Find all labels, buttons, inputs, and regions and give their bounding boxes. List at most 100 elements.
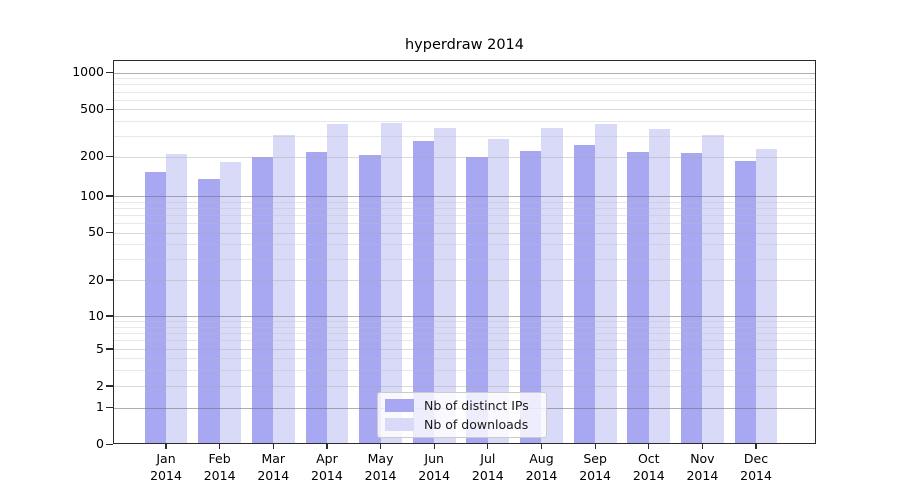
x-tick-mark bbox=[755, 444, 757, 449]
bar-downloads bbox=[595, 124, 617, 445]
gridline-minor bbox=[113, 99, 816, 101]
bar-downloads bbox=[165, 154, 188, 445]
bar-downloads bbox=[326, 124, 349, 445]
bar-distinct-ips bbox=[198, 178, 220, 445]
y-tick-label: 1 bbox=[96, 399, 104, 414]
y-tick-mark bbox=[106, 195, 114, 197]
x-tick-label: May 2014 bbox=[364, 451, 397, 483]
x-tick-mark bbox=[379, 444, 382, 449]
y-tick-mark bbox=[106, 232, 114, 234]
plot-area bbox=[113, 59, 816, 445]
bar-distinct-ips bbox=[627, 152, 649, 445]
x-tick-label: Aug 2014 bbox=[525, 451, 558, 483]
x-tick-mark bbox=[165, 444, 167, 449]
y-tick-label: 500 bbox=[80, 100, 104, 116]
bar-distinct-ips bbox=[573, 145, 596, 445]
gridline-minor bbox=[113, 120, 816, 122]
legend-label: Nb of distinct IPs bbox=[424, 397, 529, 413]
y-tick-mark bbox=[106, 279, 114, 281]
x-tick-mark bbox=[487, 444, 489, 449]
gridline-minor bbox=[113, 207, 816, 209]
y-tick-mark bbox=[106, 156, 114, 158]
gridline-minor bbox=[113, 91, 816, 93]
bar-distinct-ips bbox=[359, 155, 381, 445]
gridline-minor bbox=[113, 369, 816, 371]
y-tick-mark bbox=[106, 315, 114, 317]
x-tick-mark bbox=[219, 444, 221, 449]
y-tick-mark bbox=[106, 72, 114, 74]
bar-downloads bbox=[380, 122, 402, 445]
x-tick-label: Mar 2014 bbox=[257, 451, 290, 483]
y-tick-mark bbox=[106, 406, 114, 409]
gridline-minor bbox=[113, 280, 816, 281]
bar-distinct-ips bbox=[412, 141, 435, 445]
gridline-minor bbox=[113, 340, 816, 342]
gridline-minor bbox=[113, 109, 816, 111]
bar-distinct-ips bbox=[734, 161, 757, 445]
bar-downloads bbox=[487, 138, 510, 445]
gridline-minor bbox=[113, 201, 816, 203]
bar-downloads bbox=[648, 129, 671, 445]
x-tick-label: Feb 2014 bbox=[203, 451, 236, 483]
y-tick-label: 20 bbox=[88, 271, 104, 287]
bar-distinct-ips bbox=[680, 152, 703, 445]
gridline-minor bbox=[113, 214, 816, 216]
legend-swatch-distinct-ips bbox=[385, 398, 414, 412]
y-tick-mark bbox=[106, 443, 114, 445]
y-tick-mark bbox=[106, 108, 114, 110]
x-tick-label: Sep 2014 bbox=[579, 451, 612, 483]
y-tick-label: 200 bbox=[80, 148, 104, 164]
x-tick-label: Jun 2014 bbox=[418, 451, 451, 483]
legend-label: Nb of downloads bbox=[424, 416, 529, 432]
bar-downloads bbox=[273, 135, 295, 445]
bar-downloads bbox=[219, 162, 242, 445]
gridline-minor bbox=[113, 358, 816, 359]
x-tick-mark bbox=[594, 444, 596, 449]
gridline-minor bbox=[113, 223, 816, 225]
gridline-minor bbox=[113, 321, 816, 323]
gridline-minor bbox=[113, 84, 816, 86]
legend-item: Nb of distinct IPs bbox=[385, 397, 537, 413]
y-tick-label: 10 bbox=[88, 307, 104, 323]
legend-item: Nb of downloads bbox=[385, 416, 537, 432]
bar-distinct-ips bbox=[520, 150, 542, 445]
x-tick-mark bbox=[540, 444, 543, 449]
x-tick-mark bbox=[648, 444, 650, 449]
gridline-minor bbox=[113, 349, 816, 350]
x-tick-label: Oct 2014 bbox=[632, 451, 665, 483]
x-tick-label: Jan 2014 bbox=[150, 451, 182, 483]
bar-distinct-ips bbox=[305, 152, 327, 445]
gridline-minor bbox=[113, 232, 816, 234]
gridline-minor bbox=[113, 78, 816, 80]
x-tick-mark bbox=[272, 444, 274, 449]
bar-downloads bbox=[702, 134, 724, 445]
legend-swatch-downloads bbox=[385, 417, 414, 431]
gridline-major bbox=[113, 72, 816, 74]
bar-distinct-ips bbox=[466, 157, 488, 445]
gridline-major bbox=[113, 316, 816, 317]
gridline-minor bbox=[113, 156, 816, 158]
x-tick-mark bbox=[326, 444, 328, 449]
chart-title: hyperdraw 2014 bbox=[404, 37, 525, 53]
y-tick-label: 5 bbox=[96, 340, 104, 356]
y-tick-label: 50 bbox=[88, 224, 104, 240]
y-tick-label: 100 bbox=[80, 187, 104, 203]
y-tick-label: 0 bbox=[96, 435, 104, 451]
gridline-minor bbox=[113, 386, 816, 387]
legend: Nb of distinct IPs Nb of downloads bbox=[377, 392, 547, 438]
x-tick-mark bbox=[701, 444, 703, 449]
bar-downloads bbox=[756, 148, 778, 445]
gridline-major bbox=[113, 196, 816, 197]
x-tick-label: Dec 2014 bbox=[740, 451, 772, 483]
x-tick-label: Jul 2014 bbox=[471, 451, 504, 483]
bar-downloads bbox=[541, 128, 563, 445]
y-tick-mark bbox=[106, 385, 114, 387]
gridline-minor bbox=[113, 259, 816, 261]
bar-downloads bbox=[434, 127, 456, 445]
y-tick-label: 2 bbox=[96, 377, 104, 393]
bar-distinct-ips bbox=[144, 172, 166, 445]
gridline-minor bbox=[113, 332, 816, 334]
gridline-minor bbox=[113, 135, 816, 137]
x-tick-label: Apr 2014 bbox=[311, 451, 343, 483]
